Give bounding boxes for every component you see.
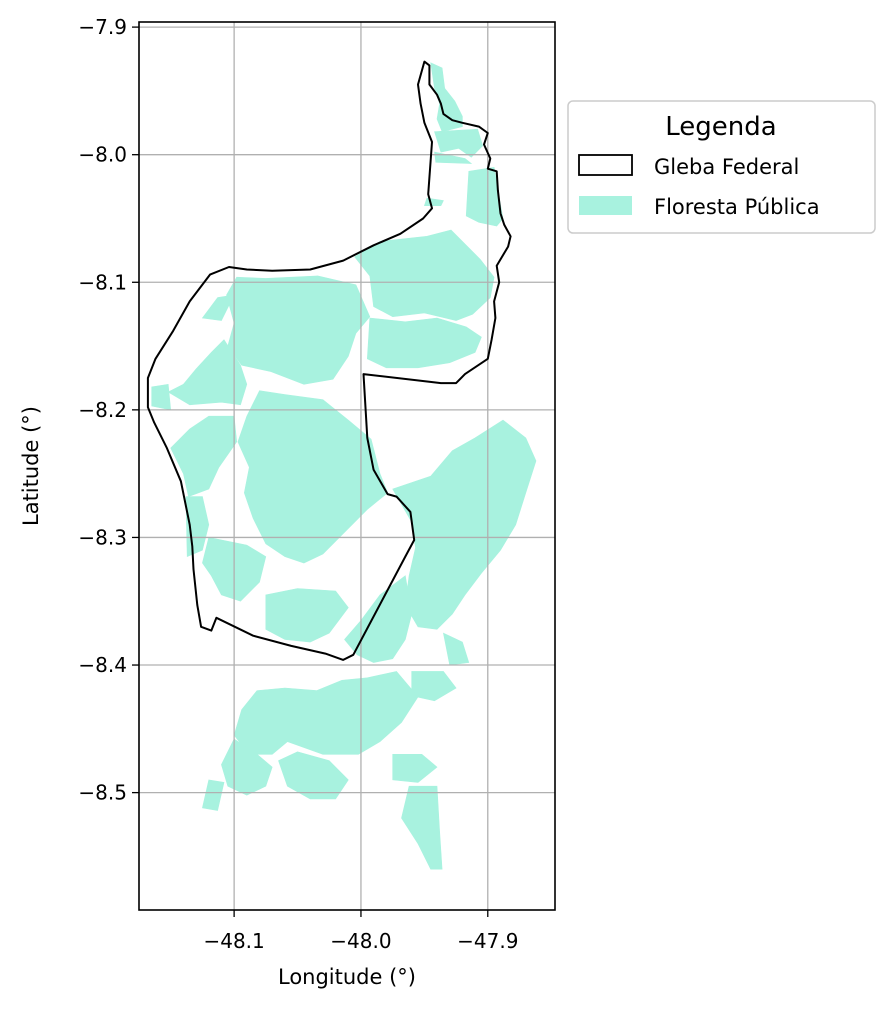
forest-patch: [201, 294, 235, 321]
y-tick-label: −8.5: [78, 781, 127, 805]
forest-patch: [442, 632, 470, 666]
forest-patch: [265, 588, 349, 643]
legend-title: Legenda: [665, 112, 776, 142]
forest-patch: [392, 753, 438, 783]
y-axis-label: Latitude (°): [19, 406, 43, 526]
y-tick-label: −8.4: [78, 653, 127, 677]
x-axis-ticks: −48.1 −48.0 −47.9: [203, 910, 518, 953]
legend-swatch-gleba-federal: [578, 154, 633, 176]
y-tick-label: −8.0: [78, 143, 127, 167]
floresta-publica-layer: [151, 62, 537, 870]
y-tick-label: −7.9: [78, 15, 127, 39]
legend-swatch-floresta-publica: [579, 196, 632, 215]
legend-label-gleba-federal: Gleba Federal: [654, 155, 799, 179]
x-axis-label: Longitude (°): [278, 965, 416, 989]
y-tick-label: −8.3: [78, 525, 127, 549]
y-axis-ticks: −7.9 −8.0 −8.1 −8.2 −8.3 −8.4 −8.5: [78, 15, 139, 805]
forest-patch: [344, 575, 413, 663]
forest-patch: [233, 671, 419, 755]
forest-patch: [237, 390, 388, 564]
legend-frame: [567, 100, 876, 234]
gleba-federal-layer: [146, 60, 512, 661]
forest-patch: [434, 128, 484, 158]
legend-label-floresta-publica: Floresta Pública: [654, 195, 820, 219]
y-tick-label: −8.1: [78, 270, 127, 294]
forest-patch: [170, 415, 238, 498]
forest-patch: [434, 151, 473, 164]
forest-patch: [202, 779, 225, 811]
axes-frame: [138, 21, 556, 911]
forest-patch: [461, 457, 491, 490]
forest-patch: [423, 197, 444, 206]
x-tick-label: −48.0: [330, 929, 391, 953]
forest-patch: [226, 275, 371, 385]
forest-patch: [151, 383, 172, 411]
forest-patch: [278, 751, 349, 800]
forest-patch: [465, 167, 504, 227]
x-tick-label: −47.9: [457, 929, 518, 953]
forest-patch: [401, 785, 443, 870]
legend: Legenda Gleba Federal Floresta Pública: [567, 100, 876, 234]
forest-patch: [366, 317, 482, 369]
x-tick-label: −48.1: [203, 929, 264, 953]
forest-patch: [411, 671, 457, 702]
grid: [139, 22, 555, 910]
y-tick-label: −8.2: [78, 398, 127, 422]
forest-patch: [167, 339, 248, 406]
forest-patch: [392, 419, 537, 630]
gleba-federal-boundary: [146, 60, 512, 661]
